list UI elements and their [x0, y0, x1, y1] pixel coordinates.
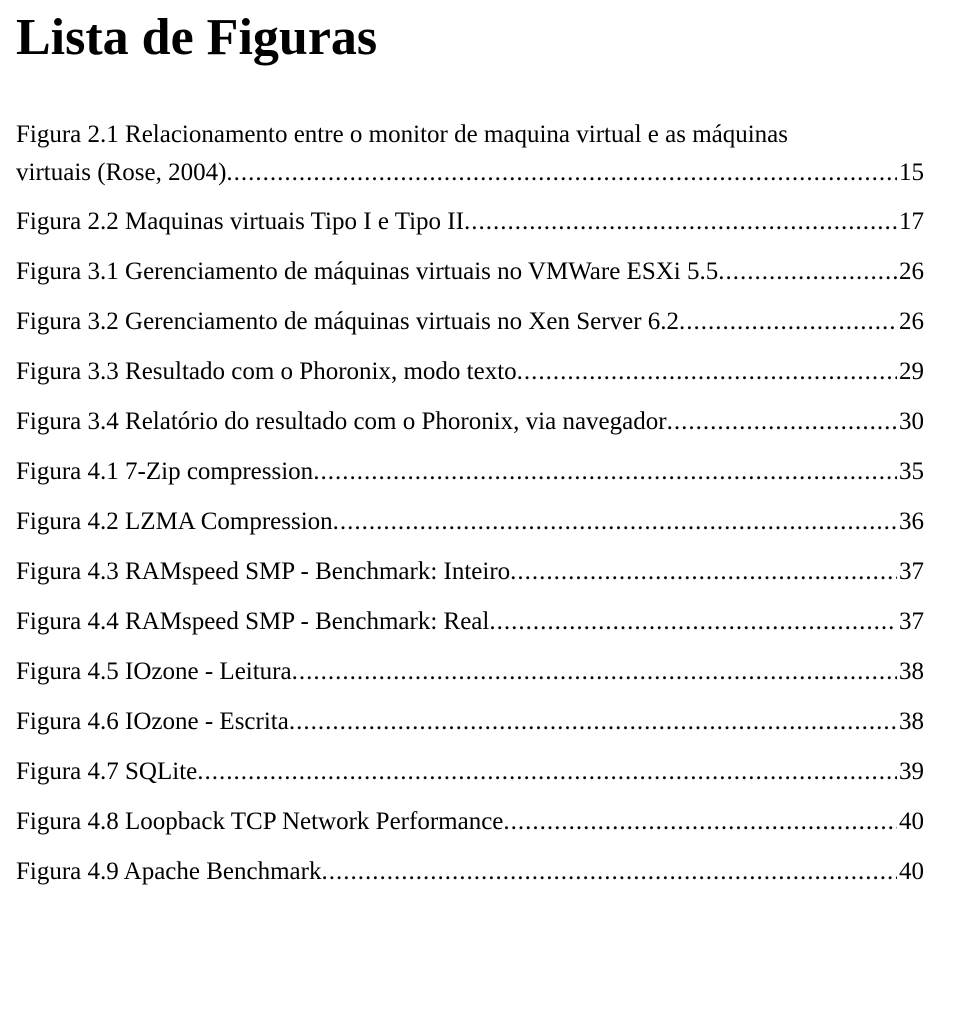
- toc-entry: Figura 3.1 Gerenciamento de máquinas vir…: [16, 257, 924, 287]
- toc-leader: ........................................…: [517, 357, 897, 387]
- toc-page-number: 30: [897, 407, 924, 437]
- toc-entry: Figura 2.2 Maquinas virtuais Tipo I e Ti…: [16, 207, 924, 237]
- toc-page-number: 38: [897, 707, 924, 737]
- toc-page-number: 40: [897, 857, 924, 887]
- toc-entry: Figura 4.5 IOzone - Leitura.............…: [16, 657, 924, 687]
- toc-leader: ........................................…: [679, 307, 897, 337]
- toc-entry: Figura 4.6 IOzone - Escrita.............…: [16, 707, 924, 737]
- toc-label: Figura 2.2 Maquinas virtuais Tipo I e Ti…: [16, 207, 464, 237]
- toc-entry: Figura 4.4 RAMspeed SMP - Benchmark: Rea…: [16, 607, 924, 637]
- toc-entry: Figura 4.9 Apache Benchmark.............…: [16, 857, 924, 887]
- toc-label: Figura 4.8 Loopback TCP Network Performa…: [16, 807, 503, 837]
- toc-leader: ........................................…: [226, 159, 897, 187]
- toc-leader: ........................................…: [313, 457, 897, 487]
- toc-leader: ........................................…: [333, 507, 897, 537]
- toc-leader: ........................................…: [503, 807, 897, 837]
- document-page: Lista de Figuras Figura 2.1 Relacionamen…: [0, 0, 960, 927]
- toc-entry: Figura 3.3 Resultado com o Phoronix, mod…: [16, 357, 924, 387]
- toc-label: Figura 4.9 Apache Benchmark: [16, 857, 321, 887]
- toc-entry: Figura 3.2 Gerenciamento de máquinas vir…: [16, 307, 924, 337]
- toc-label: Figura 3.4 Relatório do resultado com o …: [16, 407, 667, 437]
- toc-label: Figura 4.2 LZMA Compression: [16, 507, 333, 537]
- toc-label: Figura 4.5 IOzone - Leitura: [16, 657, 292, 687]
- toc-page-number: 29: [897, 357, 924, 387]
- toc-label-line2: virtuais (Rose, 2004): [16, 159, 226, 187]
- toc-label: Figura 3.3 Resultado com o Phoronix, mod…: [16, 357, 517, 387]
- toc-leader: ........................................…: [464, 207, 897, 237]
- toc-page-number: 26: [897, 307, 924, 337]
- toc-leader: ........................................…: [667, 407, 897, 437]
- toc-label: Figura 3.2 Gerenciamento de máquinas vir…: [16, 307, 679, 337]
- table-of-contents: Figura 2.1 Relacionamento entre o monito…: [16, 111, 924, 887]
- toc-label: Figura 4.3 RAMspeed SMP - Benchmark: Int…: [16, 557, 510, 587]
- toc-entry: Figura 3.4 Relatório do resultado com o …: [16, 407, 924, 437]
- toc-page-number: 17: [897, 207, 924, 237]
- toc-leader: ........................................…: [321, 857, 897, 887]
- toc-leader: ........................................…: [197, 757, 897, 787]
- toc-entry: Figura 4.3 RAMspeed SMP - Benchmark: Int…: [16, 557, 924, 587]
- toc-leader: ........................................…: [718, 257, 897, 287]
- toc-page-number: 38: [897, 657, 924, 687]
- toc-leader: ........................................…: [489, 607, 897, 637]
- toc-page-number: 40: [897, 807, 924, 837]
- toc-entry: Figura 4.7 SQLite.......................…: [16, 757, 924, 787]
- page-title: Lista de Figuras: [16, 8, 924, 67]
- toc-leader: ........................................…: [292, 657, 897, 687]
- toc-page-number: 36: [897, 507, 924, 537]
- toc-entry: Figura 2.1 Relacionamento entre o monito…: [16, 111, 924, 187]
- toc-label: Figura 4.7 SQLite: [16, 757, 197, 787]
- toc-page-number: 37: [897, 607, 924, 637]
- toc-label: Figura 4.4 RAMspeed SMP - Benchmark: Rea…: [16, 607, 489, 637]
- toc-label-line1: Figura 2.1 Relacionamento entre o monito…: [16, 111, 924, 159]
- toc-entry: Figura 4.8 Loopback TCP Network Performa…: [16, 807, 924, 837]
- toc-page-number: 39: [897, 757, 924, 787]
- toc-page-number: 35: [897, 457, 924, 487]
- toc-leader: ........................................…: [289, 707, 897, 737]
- toc-page-number: 37: [897, 557, 924, 587]
- toc-leader: ........................................…: [510, 557, 897, 587]
- toc-entry: Figura 4.2 LZMA Compression.............…: [16, 507, 924, 537]
- toc-label: Figura 4.6 IOzone - Escrita: [16, 707, 289, 737]
- toc-label: Figura 3.1 Gerenciamento de máquinas vir…: [16, 257, 718, 287]
- toc-page-number: 15: [897, 159, 924, 187]
- toc-label: Figura 4.1 7-Zip compression: [16, 457, 313, 487]
- toc-page-number: 26: [897, 257, 924, 287]
- toc-entry: Figura 4.1 7-Zip compression............…: [16, 457, 924, 487]
- toc-last-line: virtuais (Rose, 2004)...................…: [16, 159, 924, 187]
